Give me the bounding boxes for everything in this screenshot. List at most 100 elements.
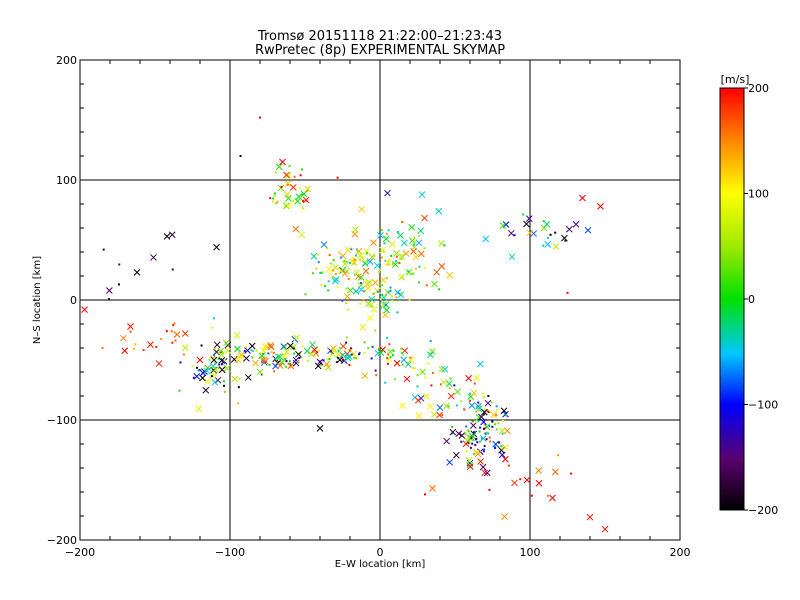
data-point-dot [170, 330, 173, 333]
data-point-cross [397, 232, 404, 239]
data-point-cross [435, 207, 443, 215]
data-point-dot [343, 260, 346, 263]
data-point-dot [498, 441, 501, 444]
data-point-dot [222, 380, 225, 383]
data-point-cross [203, 367, 211, 375]
data-point-dot [245, 345, 248, 348]
data-point-dot [275, 202, 278, 205]
data-point-cross [222, 339, 230, 347]
data-point-cross [362, 267, 370, 275]
data-point-dot [292, 200, 295, 203]
x-axis-label: E–W location [km] [335, 559, 426, 570]
data-point-cross [267, 343, 275, 351]
data-point-dot [280, 185, 283, 188]
data-point-dot [469, 446, 472, 449]
data-point-dot [414, 240, 417, 243]
data-point-cross [316, 425, 324, 432]
data-point-dot [467, 441, 470, 444]
data-point-dot [302, 207, 305, 210]
data-point-cross [344, 246, 352, 254]
data-point-dot [501, 432, 504, 435]
data-point-dot [394, 260, 397, 263]
data-point-dot [485, 431, 488, 434]
data-point-dot [348, 261, 351, 264]
data-point-dot [427, 362, 430, 365]
data-point-cross [443, 402, 450, 410]
data-point-dot [391, 300, 394, 303]
data-point-dot [352, 256, 355, 259]
data-point-cross [498, 427, 506, 435]
data-point-dot [255, 349, 258, 352]
data-point-dot [495, 405, 498, 408]
data-point-dot [160, 337, 163, 340]
data-point-dot [332, 259, 335, 262]
data-point-dot [273, 192, 276, 195]
data-point-cross [350, 350, 357, 358]
data-point-cross [540, 224, 548, 232]
data-point-dot [342, 358, 345, 361]
data-point-cross [404, 361, 412, 368]
data-point-dot [336, 286, 339, 289]
plot-frame [79, 59, 681, 541]
data-points [81, 116, 609, 533]
data-point-dot [306, 189, 309, 192]
data-point-dot [191, 365, 194, 368]
chart-subtitle: RwPretec (8p) EXPERIMENTAL SKYMAP [255, 43, 505, 58]
data-point-cross [256, 368, 264, 376]
colorbar-tick-label: 100 [748, 188, 769, 201]
data-point-dot [211, 326, 214, 329]
data-point-dot [350, 248, 353, 251]
data-point-dot [389, 356, 392, 359]
data-point-dot [376, 290, 379, 293]
data-point-cross [233, 331, 241, 339]
data-point-cross [302, 196, 310, 204]
data-point-dot [408, 298, 411, 301]
data-point-cross [284, 172, 292, 179]
data-point-dot [268, 363, 271, 366]
data-point-cross [430, 411, 438, 418]
data-point-cross [543, 220, 551, 228]
data-point-cross [320, 241, 328, 248]
data-point-dot [488, 436, 491, 439]
data-point-cross [281, 352, 288, 360]
data-point-dot [322, 359, 325, 362]
data-point-dot [221, 363, 224, 366]
data-point-dot [438, 288, 441, 291]
data-point-dot [390, 254, 393, 257]
data-point-dot [301, 168, 304, 171]
data-point-cross [501, 513, 508, 520]
data-point-cross [535, 467, 543, 474]
data-point-dot [288, 360, 291, 363]
data-point-cross [345, 352, 353, 360]
data-point-dot [432, 371, 435, 374]
data-point-cross [81, 306, 88, 313]
data-point-cross [355, 247, 363, 255]
data-point-dot [239, 155, 242, 157]
data-point-cross [481, 408, 488, 416]
data-point-dot [262, 355, 265, 358]
data-point-cross [403, 375, 411, 383]
data-point-dot [402, 353, 405, 356]
data-point-cross [415, 239, 423, 247]
data-point-dot [362, 299, 365, 302]
data-point-dot [347, 348, 350, 351]
data-point-cross [525, 215, 533, 222]
data-point-dot [301, 345, 304, 348]
data-point-cross [280, 343, 288, 350]
data-point-dot [400, 348, 403, 351]
data-point-cross [298, 231, 306, 239]
data-point-cross [294, 197, 301, 205]
data-point-cross [292, 225, 300, 233]
data-point-dot [176, 333, 179, 336]
data-point-dot [483, 408, 486, 411]
data-point-cross [381, 311, 389, 319]
data-point-dot [341, 353, 344, 356]
data-point-cross [224, 347, 232, 355]
data-point-dot [417, 281, 420, 284]
data-point-cross [490, 411, 498, 419]
data-point-dot [353, 356, 356, 359]
data-point-dot [504, 414, 507, 417]
data-point-dot [338, 346, 341, 349]
colorbar-tick-label: 0 [748, 293, 755, 306]
data-point-cross [287, 362, 295, 370]
